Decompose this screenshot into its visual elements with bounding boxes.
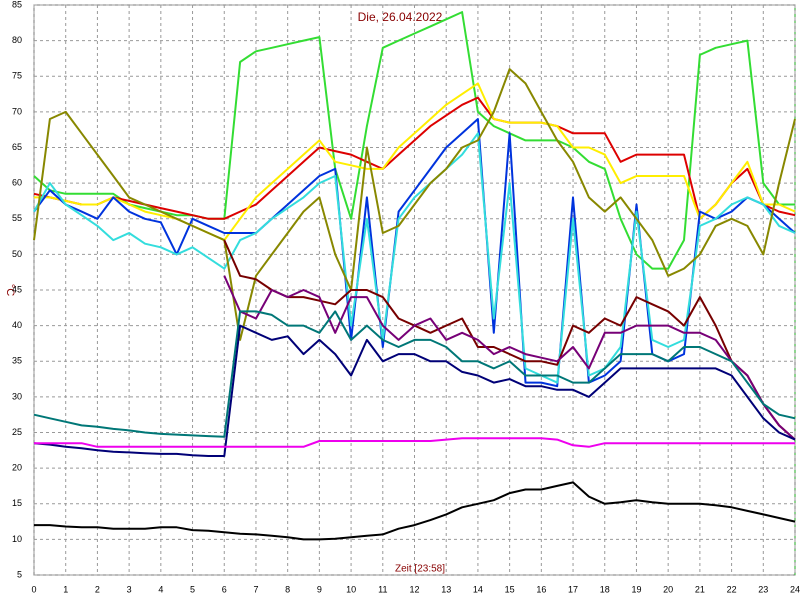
y-tick-label: 50 [12,249,22,259]
y-tick-label: 80 [12,35,22,45]
y-tick-label: 65 [12,142,22,152]
y-tick-label: 25 [12,427,22,437]
x-axis-label: Zeit [23:58] [395,564,445,575]
series-line [223,275,796,441]
x-tick-label: 10 [346,584,356,594]
x-tick-label: 12 [409,584,419,594]
x-tick-label: 16 [536,584,546,594]
x-tick-label: 18 [600,584,610,594]
x-tick-label: 7 [253,584,258,594]
x-tick-label: 8 [285,584,290,594]
x-tick-label: 19 [631,584,641,594]
y-tick-label: 10 [12,534,22,544]
chart-title: Die, 26.04.2022 [358,10,443,24]
y-tick-label: 75 [12,71,22,81]
x-tick-label: 21 [695,584,705,594]
y-tick-label: 60 [12,178,22,188]
x-tick-label: 14 [473,584,483,594]
y-tick-label: 15 [12,498,22,508]
x-tick-label: 24 [790,584,800,594]
x-tick-label: 6 [222,584,227,594]
y-tick-label: 20 [12,463,22,473]
series-line [33,96,796,220]
x-tick-label: 20 [663,584,673,594]
series-line [34,437,795,448]
x-tick-label: 4 [158,584,163,594]
x-tick-label: 2 [95,584,100,594]
x-tick-label: 11 [378,584,387,594]
series-line [33,132,796,384]
x-tick-label: 22 [727,584,737,594]
y-tick-label: 30 [12,391,22,401]
y-tick-label: 40 [12,320,22,330]
series-line [34,82,796,242]
y-tick-label: 5 [17,569,22,579]
y-tick-label: 45 [12,284,22,294]
x-tick-label: 1 [63,584,68,594]
x-tick-label: 13 [441,584,451,594]
y-tick-label: 70 [12,106,22,116]
x-tick-label: 15 [505,584,515,594]
series-line [33,310,796,438]
y-tick-label: 55 [12,213,22,223]
x-tick-label: 9 [317,584,322,594]
y-tick-label: 85 [12,0,22,9]
y-tick-label: 35 [12,356,22,366]
series-line [34,481,796,541]
series-line [33,68,796,341]
series-line [223,239,796,441]
x-tick-label: 3 [127,584,132,594]
series-line [33,324,796,457]
y-axis-label: °C [4,284,16,296]
x-tick-label: 0 [31,584,36,594]
x-tick-label: 5 [190,584,195,594]
x-tick-label: 23 [758,584,768,594]
x-tick-label: 17 [568,584,578,594]
